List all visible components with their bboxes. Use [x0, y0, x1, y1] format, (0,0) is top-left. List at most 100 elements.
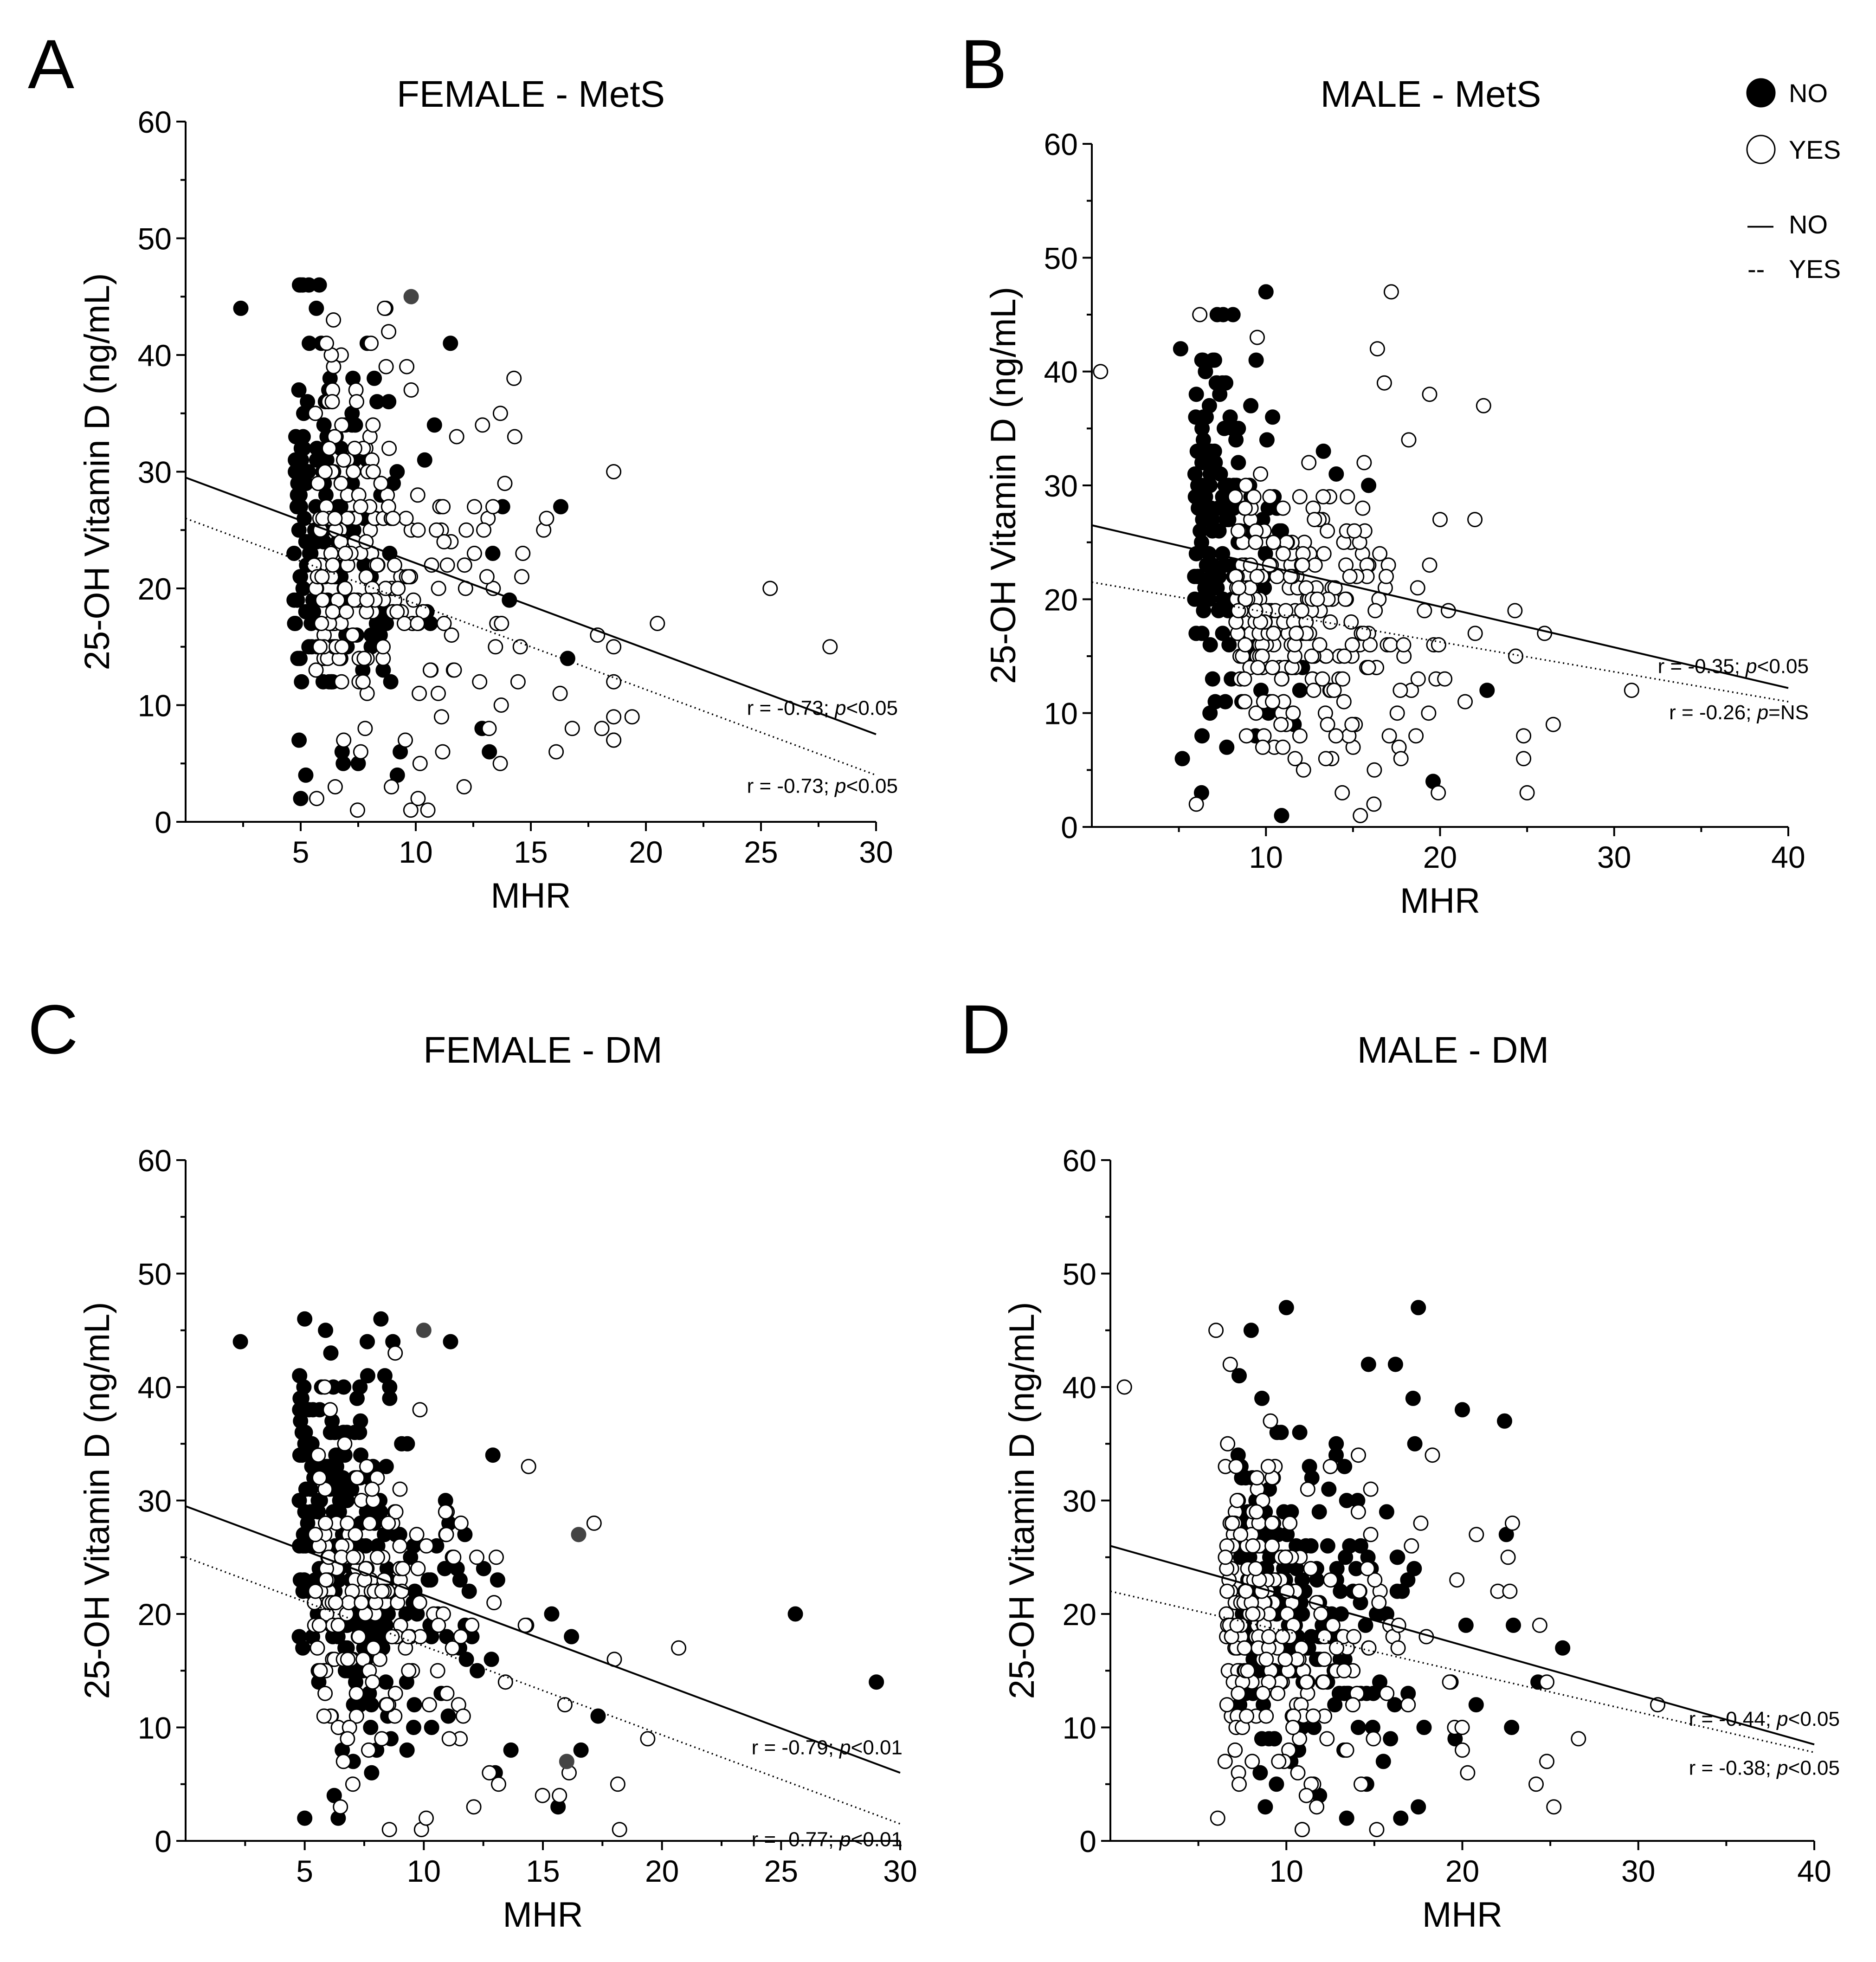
data-point-no	[360, 1334, 375, 1349]
data-point-no	[1202, 705, 1218, 721]
data-point-yes	[1249, 1470, 1265, 1486]
y-tick-label: 0	[155, 1824, 172, 1859]
data-point-yes	[466, 546, 482, 561]
y-tick-label: 0	[1061, 810, 1078, 845]
data-point-yes	[406, 592, 421, 608]
data-point-no	[400, 1436, 415, 1452]
data-point-yes	[1539, 1674, 1554, 1690]
p-value: =NS	[1768, 701, 1809, 724]
data-point-yes	[512, 639, 528, 655]
data-point-no	[297, 1436, 313, 1452]
correlation-label: r = -0.73; p<0.05	[747, 697, 898, 719]
data-point-no	[1215, 626, 1231, 641]
data-point-yes	[1237, 500, 1253, 516]
data-point-gray	[571, 1527, 587, 1542]
data-point-no	[1221, 512, 1237, 528]
data-point-no	[1197, 580, 1213, 596]
data-point-yes	[1237, 694, 1253, 710]
x-tick-label: 20	[645, 1854, 679, 1888]
data-point-yes	[317, 464, 333, 479]
data-point-no	[1202, 637, 1218, 652]
data-point-yes	[1347, 523, 1362, 539]
data-point-yes	[318, 1572, 334, 1588]
p-symbol: p	[1776, 1756, 1788, 1779]
data-point-no	[373, 1311, 389, 1327]
data-point-no	[1221, 637, 1237, 652]
data-point-yes	[341, 1595, 357, 1611]
data-point-yes	[1258, 1708, 1274, 1724]
data-point-no	[1379, 1504, 1394, 1520]
data-point-no	[1497, 1413, 1512, 1429]
data-point-no	[293, 791, 309, 807]
data-point-yes	[322, 1402, 338, 1418]
data-point-no	[1269, 1425, 1285, 1440]
data-point-yes	[1222, 1356, 1238, 1372]
r-text: r = -0.26;	[1669, 701, 1757, 724]
legend-label-no: NO	[1789, 78, 1828, 108]
data-point-yes	[456, 779, 472, 794]
p-symbol: p	[838, 1736, 851, 1759]
r-text: r = -0.38;	[1689, 1756, 1777, 1779]
correlation-label: r = -0.26; p=NS	[1669, 701, 1809, 724]
data-point-yes	[1227, 489, 1243, 504]
data-point-no	[1231, 455, 1246, 471]
data-point-no	[1202, 478, 1218, 493]
data-point-yes	[521, 1459, 536, 1474]
data-point-yes	[1396, 637, 1412, 652]
data-point-yes	[464, 1617, 480, 1633]
chart-title: FEMALE - DM	[423, 1029, 663, 1071]
data-point-no	[305, 1504, 321, 1520]
x-tick-label: 15	[526, 1854, 560, 1888]
data-point-yes	[349, 394, 364, 410]
correlation-label: r = -0.38; p<0.05	[1689, 1756, 1840, 1779]
data-point-yes	[1274, 671, 1289, 687]
data-point-yes	[431, 581, 446, 596]
data-point-yes	[392, 1538, 408, 1554]
data-point-yes	[1237, 671, 1252, 687]
data-point-yes	[430, 1663, 445, 1678]
data-point-no	[286, 546, 302, 561]
data-point-yes	[1217, 1754, 1233, 1769]
data-point-yes	[388, 1504, 404, 1520]
data-point-no	[295, 476, 310, 491]
data-point-no	[232, 1334, 248, 1349]
data-point-yes	[1360, 1561, 1375, 1576]
data-point-yes	[1228, 1459, 1244, 1474]
data-point-yes	[1298, 1788, 1314, 1803]
y-tick-label: 30	[1044, 469, 1078, 503]
x-tick-label: 25	[744, 835, 778, 869]
fit-line-no	[185, 1505, 901, 1774]
data-point-yes	[399, 359, 415, 374]
data-point-no	[381, 394, 397, 410]
data-point-no	[1360, 1356, 1376, 1372]
data-point-no	[330, 1447, 346, 1463]
data-point-yes	[436, 534, 452, 549]
data-point-yes	[334, 674, 349, 690]
data-point-yes	[381, 324, 397, 340]
data-point-yes	[1372, 546, 1388, 561]
data-point-yes	[361, 1742, 376, 1758]
data-point-no	[426, 417, 442, 433]
data-point-no	[1406, 1561, 1422, 1576]
data-point-yes	[403, 802, 419, 818]
data-point-no	[1191, 500, 1206, 516]
x-axis-title: MHR	[490, 876, 571, 916]
p-symbol: p	[1756, 701, 1768, 724]
data-point-yes	[335, 1754, 351, 1769]
data-point-no	[378, 1674, 393, 1690]
data-point-yes	[1431, 785, 1446, 800]
data-point-no	[1455, 1402, 1470, 1418]
data-point-no	[1248, 352, 1264, 368]
data-point-no	[1205, 523, 1220, 539]
data-point-yes	[1290, 1765, 1306, 1781]
data-point-yes	[1295, 557, 1310, 573]
y-tick-label: 0	[155, 805, 172, 839]
data-point-yes	[384, 779, 400, 794]
data-point-yes	[1320, 523, 1335, 539]
data-point-yes	[1320, 716, 1335, 732]
data-point-no	[1205, 671, 1220, 687]
data-point-yes	[327, 779, 343, 794]
y-tick-label: 40	[138, 1370, 172, 1405]
data-point-yes	[1277, 1652, 1293, 1667]
data-point-yes	[372, 1652, 387, 1667]
